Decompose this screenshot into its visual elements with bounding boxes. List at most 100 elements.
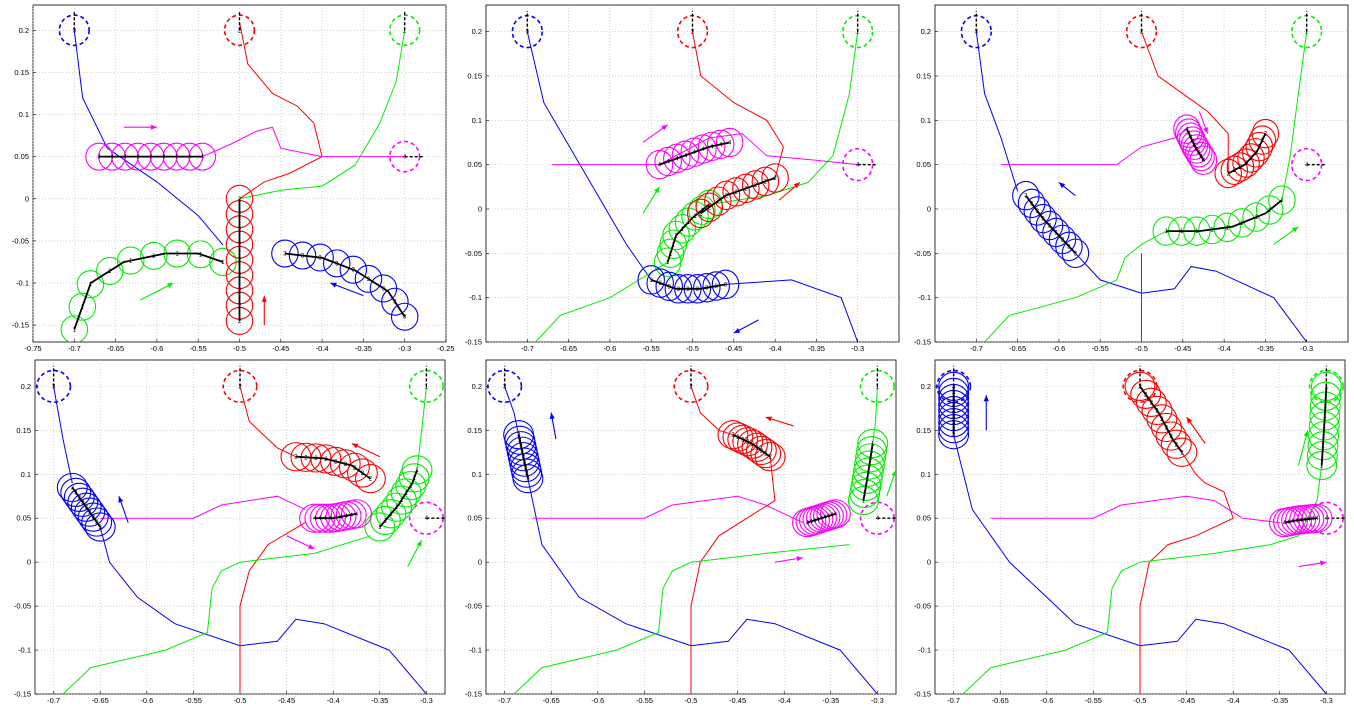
robot-label: 4 [334,516,338,522]
x-tick-label: -0.3 [398,344,411,353]
y-tick-label: 0 [927,558,931,567]
y-tick-label: 0.05 [467,514,482,523]
robot-center-path [1139,385,1183,453]
robot-pose-object [341,499,372,529]
goal-circle-robot3 [487,369,523,403]
robot-label: 2 [769,455,773,461]
robot-label: 4 [813,518,817,524]
y-tick-label: 0.15 [14,68,29,77]
robot-pose-robot2 [320,446,352,476]
x-tick-label: -0.35 [1257,344,1274,353]
robot-label: 3 [520,449,524,455]
robot-label: 3 [677,287,681,293]
robot-pose-robot2 [1150,412,1182,443]
x-tick-label: -0.35 [808,344,825,353]
robot-center-path [295,455,372,480]
goal-label: 1 [1305,30,1309,36]
robot-label: 1 [1324,404,1328,410]
goal-label: 2 [689,384,693,390]
robot-label: 1 [700,208,704,214]
robot-label: 3 [1054,230,1058,236]
robot-label: 4 [834,512,838,518]
robot-label: 2 [238,243,242,249]
x-tick-label: -0.7 [498,696,511,705]
robot-label: 1 [1320,463,1324,469]
goal-label: 3 [73,28,77,34]
robot-label: 1 [693,214,697,220]
robot-label: 4 [1185,127,1189,133]
robot-center-path [862,443,874,501]
robot-center-path [732,433,771,458]
robot-center-path [517,434,529,479]
x-tick-label: -0.4 [316,344,329,353]
robot-label: 2 [1249,156,1253,162]
y-tick-label: -0.05 [12,236,29,245]
robot-pose-robot1 [662,220,690,251]
robot-label: 2 [238,212,242,218]
y-tick-label: -0.15 [914,690,931,699]
robot-label: 3 [696,287,700,293]
goal-circle-object [842,147,874,182]
robot-label: 4 [675,156,679,162]
robot-label: 2 [725,193,729,199]
robot-label: 1 [409,484,413,490]
y-tick-label: 0.2 [921,27,931,36]
robot-label: 4 [823,515,827,521]
robot-label: 1 [415,468,419,474]
x-tick-label: -0.7 [521,344,534,353]
robot-center-path [659,141,730,166]
robot-pose-robot2 [354,464,386,494]
y-tick-label: 0.05 [16,514,31,523]
robot-label: 4 [201,155,205,161]
robot-label: 2 [764,179,768,185]
robot-label: 2 [1144,392,1148,398]
x-tick-label: -0.6 [603,344,616,353]
robot-label: 3 [352,268,356,274]
robot-label: 4 [827,514,831,520]
robot-label: 1 [389,512,393,518]
motion-arrowhead-robot3 [118,496,124,503]
robot-label: 4 [830,513,834,519]
x-tick-label: -0.7 [947,696,960,705]
trajectory-robot1 [62,535,371,694]
x-tick-label: -0.4 [769,344,782,353]
robot-pose-object [689,134,717,164]
robot-label: 1 [1280,198,1284,204]
robot-label: 1 [868,463,872,469]
robot-pose-robot2 [1130,379,1162,409]
goal-label: 1 [425,384,429,390]
robot-label: 2 [1150,400,1154,406]
robot-pose-robot1 [116,246,145,275]
y-tick-label: -0.1 [16,279,29,288]
x-tick-label: -0.6 [150,344,163,353]
x-tick-label: -0.45 [272,344,289,353]
x-tick-label: -0.5 [686,344,699,353]
robot-label: 1 [871,442,875,448]
robot-label: 2 [238,288,242,294]
y-tick-label: 0.2 [472,382,482,391]
robot-center-path [1284,517,1318,524]
robot-center-path [1025,195,1077,254]
x-tick-label: -0.65 [1009,344,1026,353]
robot-pose-robot2 [717,420,749,450]
robot-label: 1 [199,252,203,258]
robot-label: 2 [1264,132,1268,138]
motion-arrowhead-object [1320,560,1327,566]
y-tick-label: -0.05 [465,249,482,258]
robot-pose-robot1 [849,478,881,509]
robot-label: 1 [687,220,691,226]
robot-label: 4 [97,155,101,161]
robot-center-path [666,203,710,263]
x-tick-label: -0.3 [1320,696,1333,705]
goal-label: 4 [1325,516,1329,522]
robot-label: 4 [1303,517,1307,523]
robot-label: 2 [744,186,748,192]
trajectory-robot3 [99,526,427,694]
robot-center-path [650,279,726,290]
robot-pose-robot1 [395,471,427,501]
goal-circle-robot2 [673,369,709,403]
trajectory-object [1001,128,1188,166]
x-tick-label: -0.45 [278,696,295,705]
x-tick-label: -0.55 [1085,696,1102,705]
robot-pose-robot1 [76,270,105,299]
